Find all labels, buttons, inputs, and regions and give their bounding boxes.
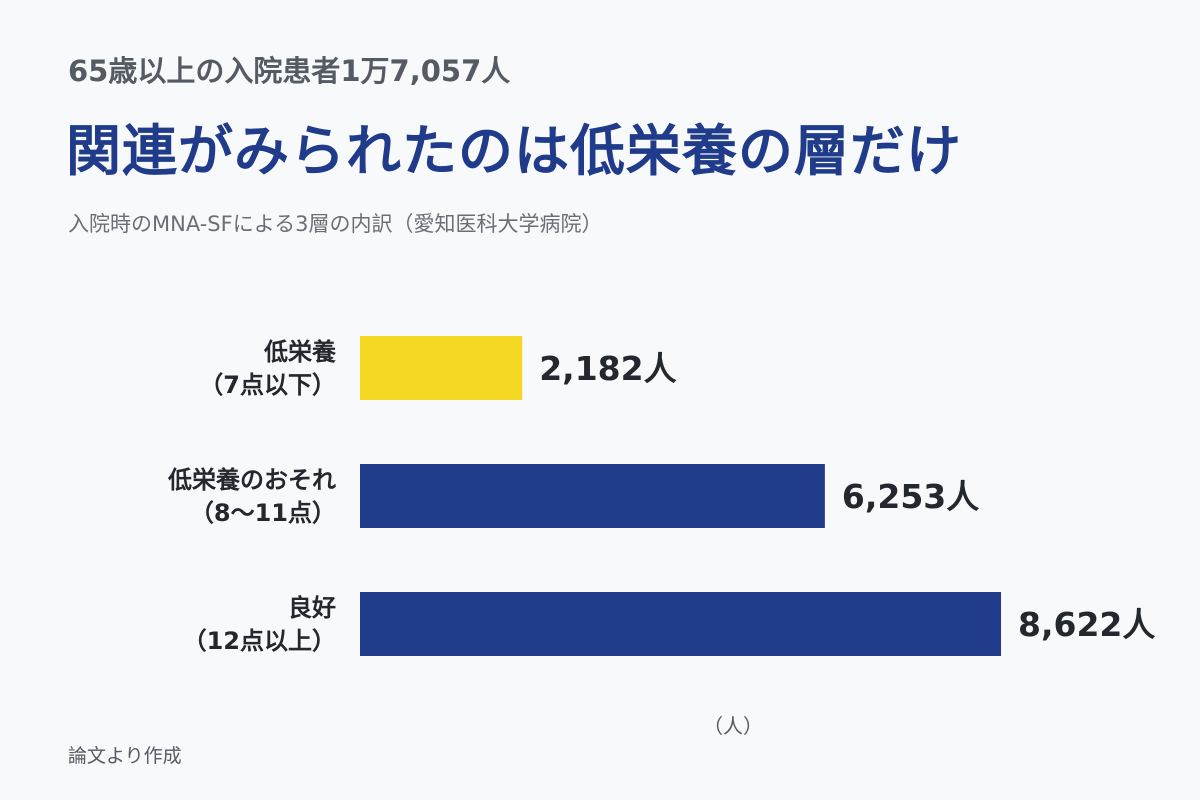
chart-subtitle: 入院時のMNA-SFによる3層の内訳（愛知医科大学病院） (68, 212, 603, 236)
source-note: 論文より作成 (68, 745, 182, 767)
category-label-0: 低栄養（7点以下） (199, 338, 336, 399)
unit-label: （人） (703, 714, 763, 738)
bar-0 (360, 336, 523, 400)
bar-2 (360, 592, 1001, 656)
chart-supertitle: 65歳以上の入院患者1万7,057人 (68, 54, 511, 88)
category-label-1: 低栄養のおそれ（8〜11点） (167, 466, 336, 527)
chart-title: 関連がみられたのは低栄養の層だけ (66, 119, 963, 183)
value-label-0: 2,182人 (539, 349, 676, 388)
bar-1 (360, 464, 825, 528)
category-label-2: 良好（12点以上） (183, 594, 336, 655)
value-label-2: 8,622人 (1018, 605, 1155, 644)
value-label-1: 6,253人 (842, 477, 979, 516)
